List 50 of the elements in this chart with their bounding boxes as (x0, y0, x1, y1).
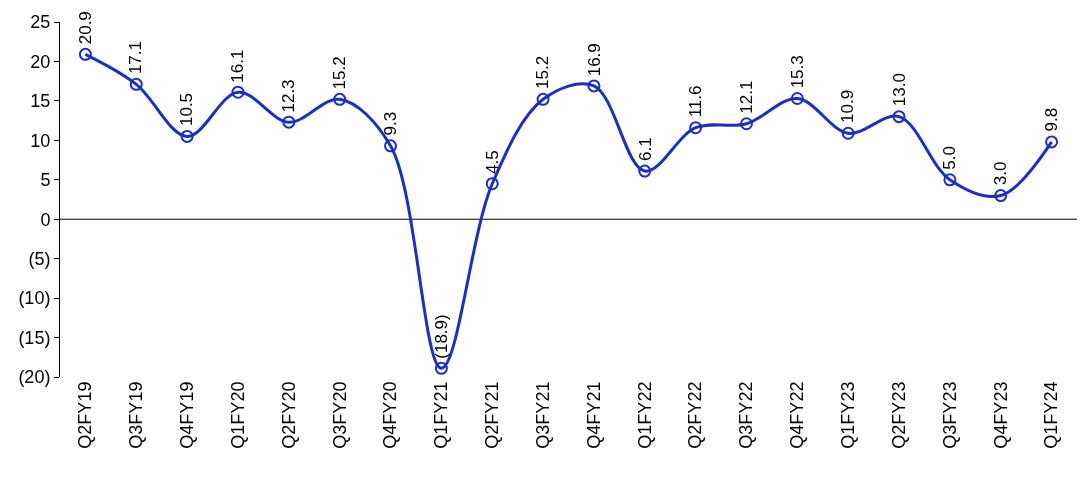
data-label: 15.3 (788, 55, 808, 89)
data-label: (18.9) (432, 314, 452, 359)
data-label: 11.6 (685, 85, 705, 118)
x-tick-label: Q1FY24 (1041, 381, 1062, 449)
data-label: 6.1 (635, 137, 655, 161)
y-tick-label: 25 (30, 12, 51, 33)
x-tick-label: Q1FY22 (634, 381, 655, 449)
x-tick-label: Q1FY20 (227, 381, 248, 449)
x-tick-label: Q3FY19 (126, 381, 147, 449)
y-tick-label: (10) (18, 288, 51, 309)
data-label: 9.8 (1041, 107, 1061, 132)
y-tick-label: 15 (30, 91, 51, 112)
data-label: 10.9 (838, 89, 858, 123)
x-tick-label: Q2FY23 (888, 381, 909, 449)
data-label: 4.5 (482, 150, 502, 174)
x-tick-label: Q2FY20 (278, 381, 299, 449)
data-label: 16.9 (584, 43, 604, 77)
data-label: 15.2 (329, 56, 349, 90)
x-tick-label: Q2FY19 (75, 381, 96, 449)
data-label: 12.1 (737, 80, 757, 114)
y-tick-label: 5 (40, 170, 51, 191)
x-tick-label: Q4FY22 (787, 381, 808, 449)
y-tick-label: (15) (18, 327, 51, 348)
data-label: 5.0 (940, 146, 960, 170)
data-label: 13.0 (889, 73, 909, 107)
data-label: 3.0 (991, 161, 1011, 186)
x-tick-label: Q4FY19 (176, 381, 197, 449)
x-tick-label: Q2FY21 (482, 381, 503, 449)
y-tick-label: (5) (28, 248, 51, 269)
x-tick-label: Q4FY21 (583, 381, 604, 449)
x-tick-label: Q4FY23 (990, 381, 1011, 449)
x-tick-label: Q1FY23 (838, 381, 859, 449)
data-label: 12.3 (279, 79, 299, 113)
data-label: 20.9 (75, 11, 95, 45)
x-tick-label: Q3FY23 (939, 381, 960, 449)
x-tick-label: Q3FY20 (329, 381, 350, 449)
data-label: 9.3 (380, 111, 400, 136)
data-label: 16.1 (228, 49, 248, 83)
x-tick-label: Q1FY21 (431, 381, 452, 449)
x-tick-label: Q4FY20 (380, 381, 401, 449)
data-label: 15.2 (533, 55, 553, 89)
x-tick-label: Q3FY22 (736, 381, 757, 449)
data-label: 10.5 (177, 92, 197, 127)
y-tick-label: 20 (30, 51, 51, 72)
y-tick-label: 10 (30, 130, 51, 151)
y-tick-label: (20) (18, 367, 51, 388)
data-label: 17.1 (126, 41, 146, 75)
x-tick-label: Q2FY22 (685, 381, 706, 449)
x-tick-label: Q3FY21 (532, 381, 553, 449)
y-tick-label: 0 (40, 209, 51, 230)
